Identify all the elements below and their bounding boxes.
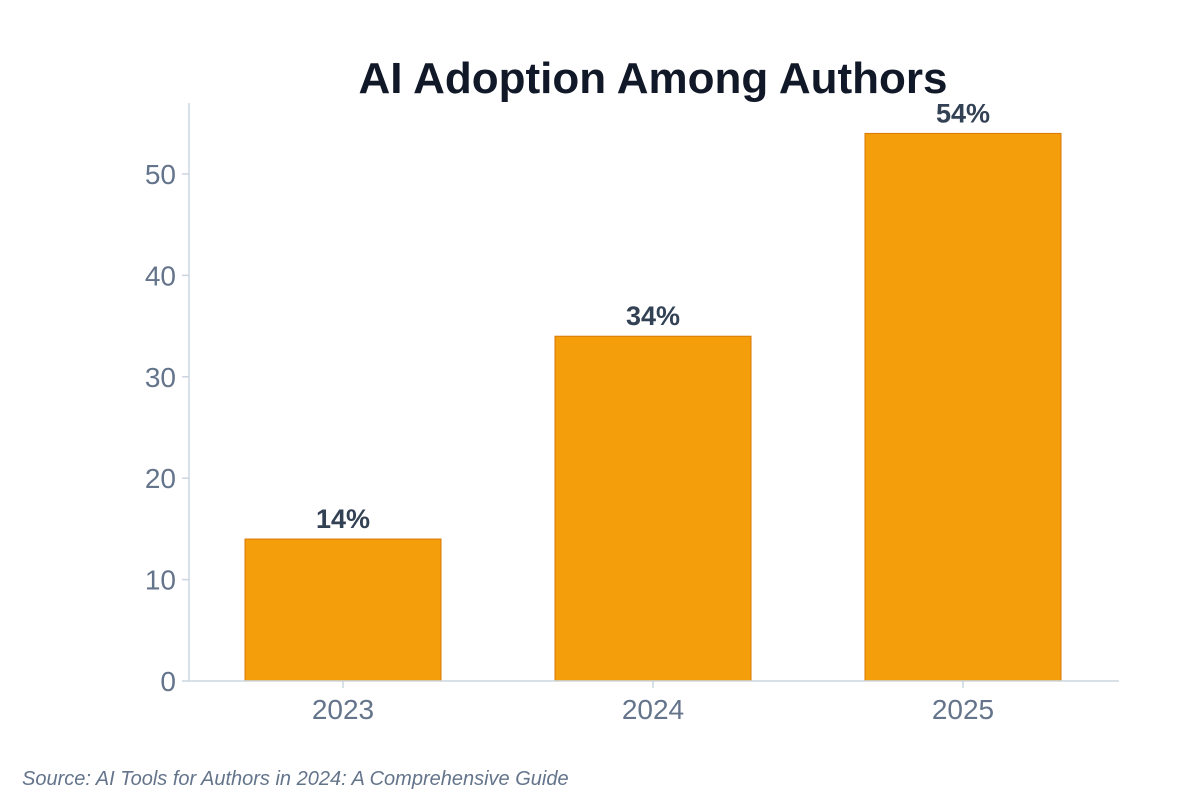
y-tick-label: 50 [145, 159, 176, 190]
data-label: 54% [936, 98, 990, 128]
x-tick-label: 2024 [622, 694, 684, 725]
data-label: 34% [626, 301, 680, 331]
x-tick-label: 2023 [312, 694, 374, 725]
chart-title: AI Adoption Among Authors [359, 54, 948, 103]
y-tick-label: 30 [145, 362, 176, 393]
y-tick-label: 40 [145, 260, 176, 291]
x-tick-label: 2025 [932, 694, 994, 725]
data-labels: 14% 34% 54% [316, 98, 990, 534]
y-tick-label: 0 [160, 666, 176, 697]
y-tick-label: 20 [145, 463, 176, 494]
data-label: 14% [316, 504, 370, 534]
y-axis-ticks: 0 10 20 30 40 50 [145, 159, 189, 697]
y-tick-label: 10 [145, 565, 176, 596]
source-note: Source: AI Tools for Authors in 2024: A … [22, 768, 569, 790]
bars [244, 132, 1062, 682]
bar-2024 [554, 335, 752, 682]
x-axis-ticks: 2023 2024 2025 [312, 681, 994, 725]
bar-2023 [244, 538, 442, 682]
bar-2025 [864, 132, 1062, 682]
